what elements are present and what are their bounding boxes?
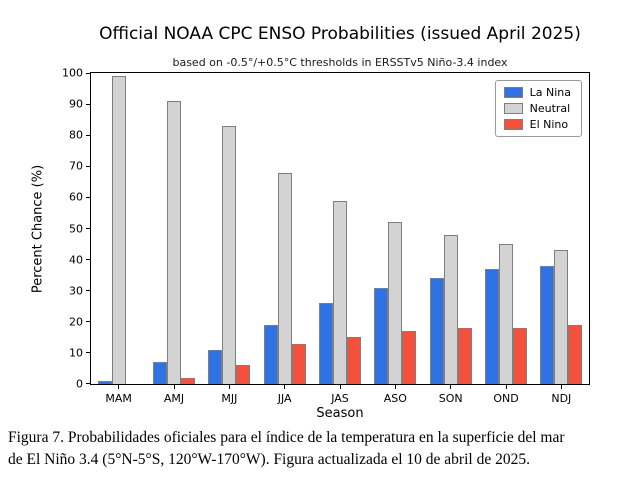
y-tick-mark <box>86 73 91 74</box>
bar-el-nino-amj <box>181 378 195 384</box>
bar-neutral-son <box>443 235 458 384</box>
bar-la-nina-son <box>429 278 444 384</box>
bar-neutral-amj <box>167 101 181 384</box>
y-tick-label: 80 <box>69 128 83 142</box>
legend-swatch <box>503 87 523 98</box>
x-tick-mark <box>560 384 562 389</box>
y-tick-mark <box>86 259 91 261</box>
plot-area: La Nina Neutral El Nino 0 10 20 30 40 50 60 70 80 9… <box>62 67 590 405</box>
legend-swatch <box>503 103 523 114</box>
caption-line-1: Figura 7. Probabilidades oficiales para … <box>8 429 565 446</box>
y-tick-label: 20 <box>69 315 83 329</box>
y-tick-label: 70 <box>69 159 83 173</box>
bar-la-nina-jja <box>263 325 278 384</box>
x-tick-mark <box>118 384 120 389</box>
x-tick-mark <box>339 384 341 389</box>
y-tick-mark <box>86 196 91 198</box>
legend-label: Neutral <box>529 102 571 115</box>
bar-el-nino-ndj <box>568 325 583 384</box>
legend-item-la-nina: La Nina <box>503 86 571 99</box>
y-tick-label: 90 <box>69 97 83 111</box>
bar-la-nina-mam <box>97 381 112 384</box>
legend-label: La Nina <box>529 86 571 99</box>
bar-la-nina-aso <box>374 288 389 384</box>
y-tick-mark <box>86 134 91 136</box>
x-tick-label: OND <box>493 392 519 405</box>
x-tick-mark <box>450 384 452 389</box>
figure-caption: Figura 7. Probabilidades oficiales para … <box>8 427 616 471</box>
y-tick-label: 50 <box>69 222 83 235</box>
y-tick-label: 30 <box>69 284 83 298</box>
y-tick-mark <box>86 321 91 323</box>
y-tick-mark <box>86 103 91 105</box>
bar-neutral-ond <box>499 244 513 384</box>
bar-neutral-jas <box>333 201 347 384</box>
x-tick-mark <box>394 384 396 389</box>
bar-el-nino-son <box>457 328 472 384</box>
y-tick-mark <box>86 352 91 354</box>
bar-la-nina-ond <box>485 269 499 384</box>
x-tick-label: ASO <box>383 392 407 405</box>
bar-la-nina-jas <box>319 303 333 384</box>
x-tick-label: AMJ <box>163 392 185 405</box>
bar-el-nino-jja <box>291 344 306 384</box>
x-tick-label: MJJ <box>221 392 238 405</box>
legend: La Nina Neutral El Nino <box>494 80 582 137</box>
y-axis-label-text: Percent Chance (%) <box>30 164 46 293</box>
y-tick-label: 60 <box>69 190 83 204</box>
y-tick-mark <box>86 290 91 292</box>
legend-swatch <box>503 119 523 130</box>
chart-subtitle: based on -0.5°/+0.5°C thresholds in ERSS… <box>172 56 508 69</box>
x-tick-mark <box>228 384 230 389</box>
x-tick-label: NDJ <box>551 392 572 405</box>
legend-item-el-nino: El Nino <box>503 118 571 131</box>
bar-el-nino-mjj <box>236 365 251 384</box>
x-tick-mark <box>284 384 286 389</box>
x-tick-mark <box>173 384 175 389</box>
caption-line-2: de El Niño 3.4 (5°N-5°S, 120°W-170°W). F… <box>8 451 530 468</box>
y-tick-label: 10 <box>69 346 83 360</box>
y-tick-label: 0 <box>76 377 83 391</box>
bar-la-nina-mjj <box>208 350 223 384</box>
bar-la-nina-amj <box>153 362 167 384</box>
bar-neutral-aso <box>388 222 403 384</box>
x-tick-mark <box>505 384 507 389</box>
x-axis-label: Season <box>316 406 364 421</box>
y-tick-mark <box>86 383 91 384</box>
bar-neutral-mam <box>111 76 126 384</box>
chart-title: Official NOAA CPC ENSO Probabilities (is… <box>99 24 581 44</box>
bar-el-nino-aso <box>402 331 417 384</box>
y-tick-mark <box>86 165 91 167</box>
legend-label: El Nino <box>529 118 569 131</box>
y-axis-label: Percent Chance (%) <box>28 72 48 385</box>
bar-neutral-ndj <box>554 250 569 384</box>
y-tick-mark <box>86 228 91 229</box>
bar-neutral-mjj <box>222 126 237 384</box>
bar-el-nino-jas <box>347 337 361 384</box>
y-tick-label: 40 <box>69 253 83 267</box>
x-tick-label: JAS <box>331 392 349 405</box>
y-tick-label: 100 <box>62 66 83 80</box>
bar-neutral-jja <box>277 173 292 384</box>
x-tick-label: SON <box>438 392 463 405</box>
x-tick-label: JJA <box>277 392 292 405</box>
bar-la-nina-ndj <box>540 266 555 384</box>
x-tick-label: MAM <box>105 392 132 405</box>
legend-item-neutral: Neutral <box>503 102 571 115</box>
bar-el-nino-ond <box>513 328 527 384</box>
